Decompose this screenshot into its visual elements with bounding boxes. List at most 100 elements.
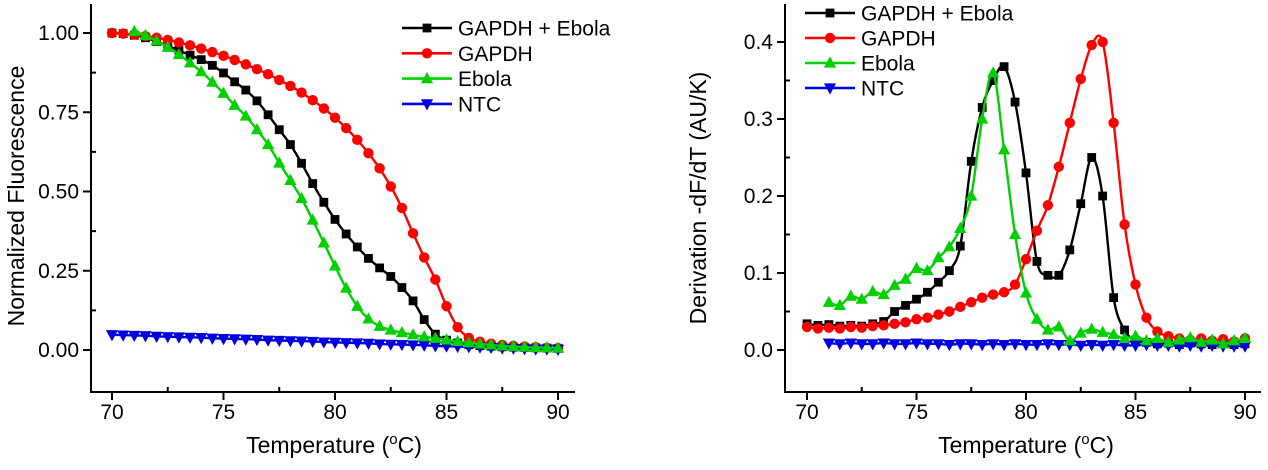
triangle-down-marker	[420, 99, 434, 111]
circle-marker	[196, 43, 207, 54]
square-marker	[934, 277, 943, 287]
circle-marker	[987, 289, 999, 300]
circle-marker	[1053, 161, 1065, 172]
legend-item-gapdh: GAPDH	[805, 28, 936, 51]
triangle-down-marker	[395, 340, 408, 352]
circle-marker	[329, 112, 341, 123]
triangle-up-marker	[420, 72, 434, 84]
triangle-up-marker	[351, 299, 364, 311]
square-marker	[955, 241, 965, 251]
square-marker	[274, 125, 284, 135]
triangle-up-marker	[473, 337, 487, 349]
triangle-up-marker	[195, 65, 208, 77]
square-marker	[1043, 270, 1053, 280]
triangle-down-marker	[855, 339, 868, 351]
triangle-up-marker	[1227, 334, 1241, 346]
circle-marker	[977, 292, 988, 303]
normalized-fluorescence-chart: 70 75 80 85 90 0.00 0.25 0.50 0.75 1.00 Temperatur…	[3, 4, 611, 458]
x-axis-title: Temperature (oC)	[938, 431, 1114, 458]
series-ebola-markers	[128, 24, 565, 353]
square-marker	[352, 242, 362, 252]
triangle-down-marker	[1074, 340, 1087, 352]
square-marker	[923, 287, 932, 297]
square-marker	[1098, 191, 1108, 201]
circle-marker	[966, 297, 977, 308]
triangle-up-marker	[1195, 335, 1208, 347]
triangle-down-marker	[273, 335, 286, 348]
series-gapdh-ebola	[802, 62, 1250, 350]
triangle-up-marker	[139, 28, 152, 41]
triangle-up-marker	[284, 173, 297, 186]
triangle-up-marker	[1052, 320, 1065, 332]
x-tick-label: 80	[1014, 401, 1037, 424]
triangle-down-marker	[117, 330, 130, 342]
triangle-up-marker	[373, 319, 386, 331]
y-tick-label: 1.00	[38, 22, 79, 45]
circle-marker	[812, 323, 824, 334]
axes	[777, 4, 1261, 400]
triangle-up-marker	[507, 339, 520, 352]
triangle-down-marker	[1030, 340, 1044, 352]
series-ebola-markers	[822, 66, 1252, 349]
triangle-up-marker	[822, 295, 835, 307]
circle-marker	[441, 301, 452, 312]
square-marker	[397, 283, 407, 292]
triangle-up-marker	[855, 292, 868, 304]
triangle-down-marker	[910, 338, 923, 350]
triangle-down-marker	[1019, 340, 1033, 352]
triangle-up-marker	[418, 330, 431, 342]
triangle-up-marker	[1030, 312, 1044, 324]
triangle-up-marker	[273, 156, 286, 168]
square-marker	[901, 300, 910, 310]
circle-marker	[1020, 253, 1032, 265]
triangle-down-marker	[1107, 340, 1120, 352]
triangle-down-marker	[406, 340, 420, 352]
triangle-up-marker	[844, 289, 857, 301]
triangle-up-marker	[1173, 333, 1186, 345]
legend-item-ebola: Ebola	[402, 68, 512, 91]
square-marker	[207, 60, 217, 70]
triangle-down-marker	[239, 334, 252, 346]
triangle-up-marker	[1096, 325, 1109, 337]
triangle-down-marker	[250, 334, 264, 347]
triangle-up-marker	[1184, 331, 1197, 343]
triangle-up-marker	[932, 251, 945, 263]
triangle-down-marker	[1129, 340, 1142, 352]
triangle-up-marker	[150, 34, 163, 46]
y-tick-label: 0.4	[744, 31, 774, 54]
legend-label: GAPDH	[861, 28, 936, 51]
triangle-up-marker	[340, 281, 353, 293]
triangle-up-marker	[1063, 334, 1076, 346]
series-ebola	[128, 24, 565, 353]
series-gapdh-ebola-markers	[802, 62, 1250, 350]
triangle-up-marker	[866, 284, 879, 297]
triangle-up-marker	[910, 261, 923, 273]
circle-marker	[240, 59, 251, 70]
triangle-down-marker	[866, 339, 879, 351]
triangle-up-marker	[262, 137, 275, 150]
circle-marker	[396, 202, 408, 214]
circle-marker	[296, 87, 307, 98]
circle-marker	[117, 28, 129, 39]
square-marker	[263, 110, 273, 120]
triangle-up-marker	[228, 98, 241, 110]
x-tick-label: 90	[1233, 401, 1256, 424]
triangle-up-marker	[306, 213, 319, 225]
triangle-down-marker	[429, 341, 442, 353]
triangle-up-marker	[1129, 329, 1142, 341]
triangle-up-marker	[1238, 331, 1252, 344]
triangle-up-marker	[1206, 333, 1219, 345]
triangle-down-marker	[306, 336, 319, 349]
square-marker	[219, 68, 228, 78]
triangle-up-marker	[451, 334, 464, 347]
square-marker	[196, 55, 206, 65]
square-marker	[375, 263, 384, 273]
y-tick-label: 0.2	[744, 185, 773, 208]
triangle-up-marker	[888, 278, 901, 290]
circle-marker	[218, 50, 229, 62]
square-marker	[241, 85, 251, 95]
circle-marker	[1031, 225, 1043, 236]
legend-label: Ebola	[458, 68, 512, 91]
triangle-up-marker	[1118, 331, 1131, 344]
